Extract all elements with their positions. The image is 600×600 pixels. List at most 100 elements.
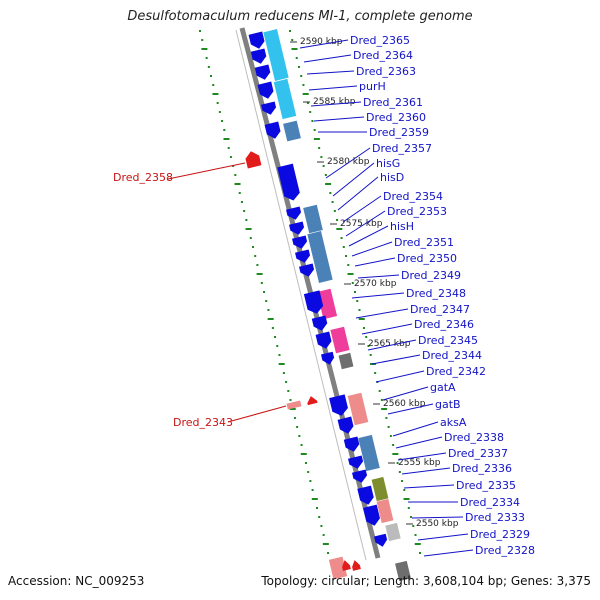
gc-dot-outer [365, 336, 368, 338]
cds-forward-14 [315, 331, 332, 349]
cds-reverse-3-shape [342, 560, 351, 571]
gc-dot [223, 129, 226, 131]
gene-label-Dred_2338: Dred_2338 [444, 431, 504, 444]
cds-reverse-2-shape [307, 396, 318, 406]
cds-forward-15 [320, 351, 335, 365]
gc-dot-outer [362, 327, 365, 329]
gc-dot-outer [412, 525, 415, 527]
gene-label-Dred_2365: Dred_2365 [350, 34, 410, 47]
cds-forward-9 [292, 235, 308, 249]
cds-forward-4-shape [261, 101, 277, 115]
cds-forward-3 [257, 81, 274, 99]
gc-dot [210, 75, 213, 77]
leader-line-Dred_2337 [397, 452, 447, 461]
gc-dot [289, 408, 296, 410]
cds-forward-16 [329, 394, 348, 416]
cds-forward-8 [289, 221, 305, 235]
cds-forward-21-shape [357, 485, 374, 505]
leader-line-hisG [332, 162, 375, 197]
gc-dot-outer [309, 111, 312, 113]
leader-line-purH [308, 85, 358, 91]
cds-forward-0 [248, 31, 265, 49]
gc-dot-outer [336, 219, 339, 221]
gc-dot [260, 282, 263, 284]
cog-block-pink-2 [330, 326, 350, 354]
gc-dot [254, 255, 257, 257]
cds-forward-7-shape [286, 206, 302, 220]
gc-dot-outer [291, 39, 294, 41]
scale-label: 2575 kbp [340, 219, 383, 229]
cds-forward-20-shape [352, 469, 368, 483]
gene-label-Dred_2346: Dred_2346 [414, 318, 474, 331]
cog-block-salmon [347, 392, 369, 426]
cds-forward-3-shape [257, 81, 274, 99]
gene-label-hisG: hisG [376, 157, 400, 170]
gc-dot [278, 354, 281, 356]
cds-forward-17 [337, 416, 354, 434]
gc-dot-outer [318, 147, 321, 149]
gc-dot [322, 534, 325, 536]
gene-label-Dred_2336: Dred_2336 [452, 462, 512, 475]
gene-label-Dred_2353: Dred_2353 [387, 205, 447, 218]
gc-dot [249, 237, 252, 239]
cds-reverse-2 [307, 396, 318, 406]
gene-label-gatB: gatB [435, 398, 461, 411]
gc-dot [234, 174, 237, 176]
cds-forward-7 [286, 206, 302, 220]
cog-block-steel-2 [303, 204, 323, 234]
cog-block-gray [338, 352, 354, 370]
gene-label-Dred_2360: Dred_2360 [366, 111, 426, 124]
gc-dot [318, 516, 321, 518]
gc-dot [234, 183, 241, 185]
gc-dot [251, 246, 254, 248]
gc-dot [287, 390, 290, 392]
gene-label-Dred_2344: Dred_2344 [422, 349, 482, 362]
gc-dot [316, 507, 318, 509]
gene-label-hisD: hisD [380, 171, 404, 184]
gc-dot [229, 156, 232, 158]
leader-line-Dred_2344 [371, 354, 421, 365]
gc-dot [274, 336, 277, 338]
gene-label-Dred_2364: Dred_2364 [353, 49, 413, 62]
gc-dot [271, 327, 274, 329]
cds-forward-22 [363, 504, 380, 526]
cds-forward-22-shape [363, 504, 380, 526]
leader-line-Dred_2358 [167, 162, 246, 180]
cog-block-steel-3 [307, 231, 333, 283]
cds-forward-0-shape [248, 31, 265, 49]
gc-dot [243, 210, 246, 212]
leader-line-Dred_2354 [342, 195, 382, 223]
gene-label-Dred_2348: Dred_2348 [406, 287, 466, 300]
gc-dot [267, 318, 274, 320]
gc-dot [293, 417, 296, 419]
cds-forward-13-shape [311, 315, 328, 331]
gene-label-Dred_2363: Dred_2363 [356, 65, 416, 78]
leader-line-Dred_2335 [403, 484, 455, 489]
gc-dot-outer [291, 48, 298, 50]
cds-forward-12-shape [303, 290, 324, 314]
gc-dot-outer [358, 318, 365, 320]
gc-dot-outer [419, 552, 422, 554]
gene-label-Dred_2347: Dred_2347 [410, 303, 470, 316]
gc-dot [304, 462, 307, 464]
leader-line-gatB [387, 403, 434, 415]
gc-dot-outer [333, 210, 336, 212]
gc-dot [199, 30, 201, 32]
cds-forward-17-shape [337, 416, 354, 434]
gc-dot [276, 345, 279, 347]
gc-dot-outer [300, 75, 303, 77]
gene-label-Dred_2357: Dred_2357 [372, 142, 432, 155]
cog-block-gray-2 [395, 560, 411, 582]
cds-forward-19-shape [348, 455, 364, 469]
gc-dot-outer [354, 291, 357, 293]
gc-dot-outer [369, 354, 372, 356]
gc-dot [256, 264, 259, 266]
cds-forward-9-shape [292, 235, 308, 249]
cog-block-salmon-3 [328, 556, 348, 580]
accession-text: Accession: NC_009253 [8, 574, 145, 588]
gc-dot-outer [374, 372, 377, 374]
leader-line-Dred_2357 [325, 147, 371, 179]
leader-line-Dred_2349 [357, 274, 400, 279]
gc-dot [296, 426, 299, 428]
